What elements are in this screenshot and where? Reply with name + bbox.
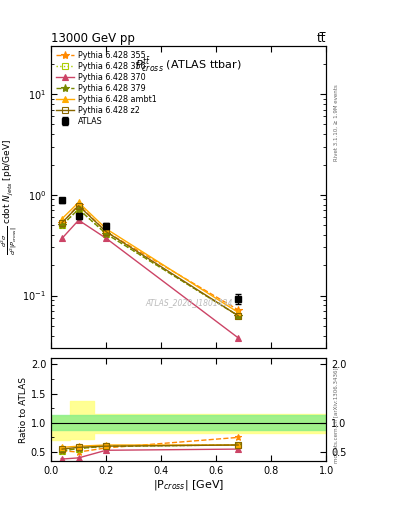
Line: Pythia 6.428 356: Pythia 6.428 356 [59, 206, 241, 318]
Pythia 6.428 355 [104, 229, 108, 235]
Pythia 6.428 379 [60, 222, 64, 228]
Pythia 6.428 379 [236, 313, 241, 319]
Pythia 6.428 356 [60, 222, 64, 228]
Bar [51, 415, 326, 431]
X-axis label: |P$_{cross}$| [GeV]: |P$_{cross}$| [GeV] [153, 478, 224, 493]
Line: Pythia 6.428 ambt1: Pythia 6.428 ambt1 [59, 199, 242, 316]
Pythia 6.428 ambt1 [104, 226, 108, 232]
Pythia 6.428 ambt1 [76, 199, 81, 205]
Text: 13000 GeV pp: 13000 GeV pp [51, 32, 135, 45]
Line: Pythia 6.428 379: Pythia 6.428 379 [58, 205, 242, 320]
Text: Rivet 3.1.10, ≥ 1.9M events: Rivet 3.1.10, ≥ 1.9M events [334, 84, 338, 161]
Text: tt̅: tt̅ [317, 32, 326, 45]
Pythia 6.428 370 [104, 235, 108, 241]
Pythia 6.428 356 [76, 206, 81, 212]
Line: Pythia 6.428 370: Pythia 6.428 370 [59, 217, 242, 342]
Y-axis label: $\frac{d^2\sigma}{d^2|P_{cross}|}$ cdot $N_{jets}$ [pb/GeV]: $\frac{d^2\sigma}{d^2|P_{cross}|}$ cdot … [0, 139, 20, 255]
Pythia 6.428 356 [104, 231, 108, 237]
Pythia 6.428 z2 [104, 229, 108, 235]
Pythia 6.428 z2 [60, 220, 64, 226]
Pythia 6.428 355 [60, 220, 64, 226]
Line: Pythia 6.428 355: Pythia 6.428 355 [58, 200, 242, 314]
Pythia 6.428 355 [76, 202, 81, 208]
Pythia 6.428 370 [76, 217, 81, 223]
Pythia 6.428 ambt1 [60, 216, 64, 222]
Pythia 6.428 355 [236, 307, 241, 313]
Pythia 6.428 379 [76, 206, 81, 212]
Pythia 6.428 z2 [76, 203, 81, 209]
Line: Pythia 6.428 z2: Pythia 6.428 z2 [59, 203, 241, 318]
Pythia 6.428 379 [104, 231, 108, 237]
Pythia 6.428 356 [236, 313, 241, 319]
Pythia 6.428 z2 [236, 313, 241, 319]
Legend: Pythia 6.428 355, Pythia 6.428 356, Pythia 6.428 370, Pythia 6.428 379, Pythia 6: Pythia 6.428 355, Pythia 6.428 356, Pyth… [54, 49, 158, 127]
Pythia 6.428 370 [236, 335, 241, 341]
Text: mcplots.cern.ch [arXiv:1306.3436]: mcplots.cern.ch [arXiv:1306.3436] [334, 367, 338, 462]
Pythia 6.428 370 [60, 235, 64, 241]
Text: $P_{cross}^{t\bar{t}}$ (ATLAS ttbar): $P_{cross}^{t\bar{t}}$ (ATLAS ttbar) [135, 55, 242, 74]
Y-axis label: Ratio to ATLAS: Ratio to ATLAS [19, 377, 28, 442]
Text: ATLAS_2020_I1801434: ATLAS_2020_I1801434 [145, 298, 232, 307]
Pythia 6.428 ambt1 [236, 309, 241, 315]
